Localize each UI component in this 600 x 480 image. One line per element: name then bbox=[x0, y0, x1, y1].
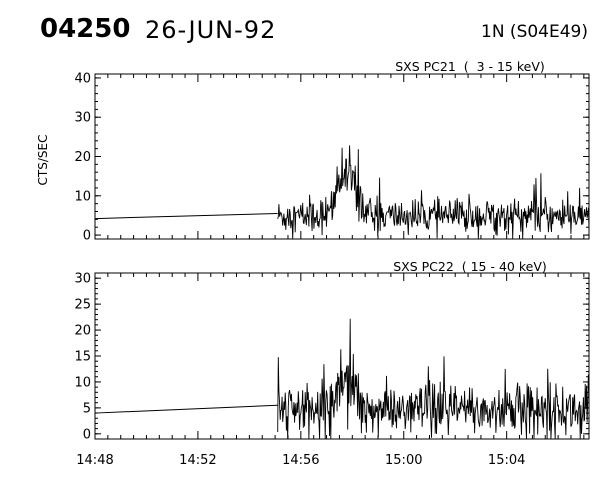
panel-pc21: SXS PC21 ( 3 - 15 keV) CTS/SEC 0 10 20 30 40 bbox=[36, 59, 590, 244]
panel-title: SXS PC21 ( 3 - 15 keV) bbox=[395, 59, 545, 74]
y-tick-label: 0 bbox=[83, 427, 91, 442]
event-id: 04250 bbox=[40, 14, 131, 44]
series-line bbox=[277, 318, 590, 440]
y-tick-label: 10 bbox=[74, 189, 91, 204]
y-tick-label: 20 bbox=[74, 150, 91, 165]
series-interpolated-line bbox=[94, 404, 278, 414]
y-tick-label: 30 bbox=[74, 111, 91, 126]
x-tick-label: 14:52 bbox=[179, 453, 216, 468]
panel-title: SXS PC22 ( 15 - 40 keV) bbox=[393, 259, 547, 274]
y-tick-label: 0 bbox=[83, 229, 91, 244]
y-tick-label: 5 bbox=[83, 401, 91, 416]
x-tick-label: 15:00 bbox=[385, 453, 422, 468]
event-date: 26-JUN-92 bbox=[145, 16, 277, 44]
y-tick-label: 10 bbox=[74, 375, 91, 390]
y-tick-label: 15 bbox=[74, 350, 91, 365]
event-location: 1N (S04E49) bbox=[481, 22, 588, 42]
y-axis-label: CTS/SEC bbox=[36, 135, 50, 186]
x-tick-label: 14:48 bbox=[76, 453, 113, 468]
y-tick-label: 40 bbox=[74, 71, 91, 86]
series-interpolated-line bbox=[94, 212, 278, 220]
panel-pc22: SXS PC22 ( 15 - 40 keV) 0 5 10 15 20 25 30 bbox=[74, 259, 590, 442]
plot-frame bbox=[94, 272, 590, 440]
y-tick-label: 30 bbox=[74, 272, 91, 287]
x-tick-label: 14:56 bbox=[282, 453, 319, 468]
y-tick-label: 25 bbox=[74, 298, 91, 313]
y-tick-label: 20 bbox=[74, 324, 91, 339]
x-tick-label: 15:04 bbox=[488, 453, 525, 468]
series-line bbox=[277, 145, 590, 240]
